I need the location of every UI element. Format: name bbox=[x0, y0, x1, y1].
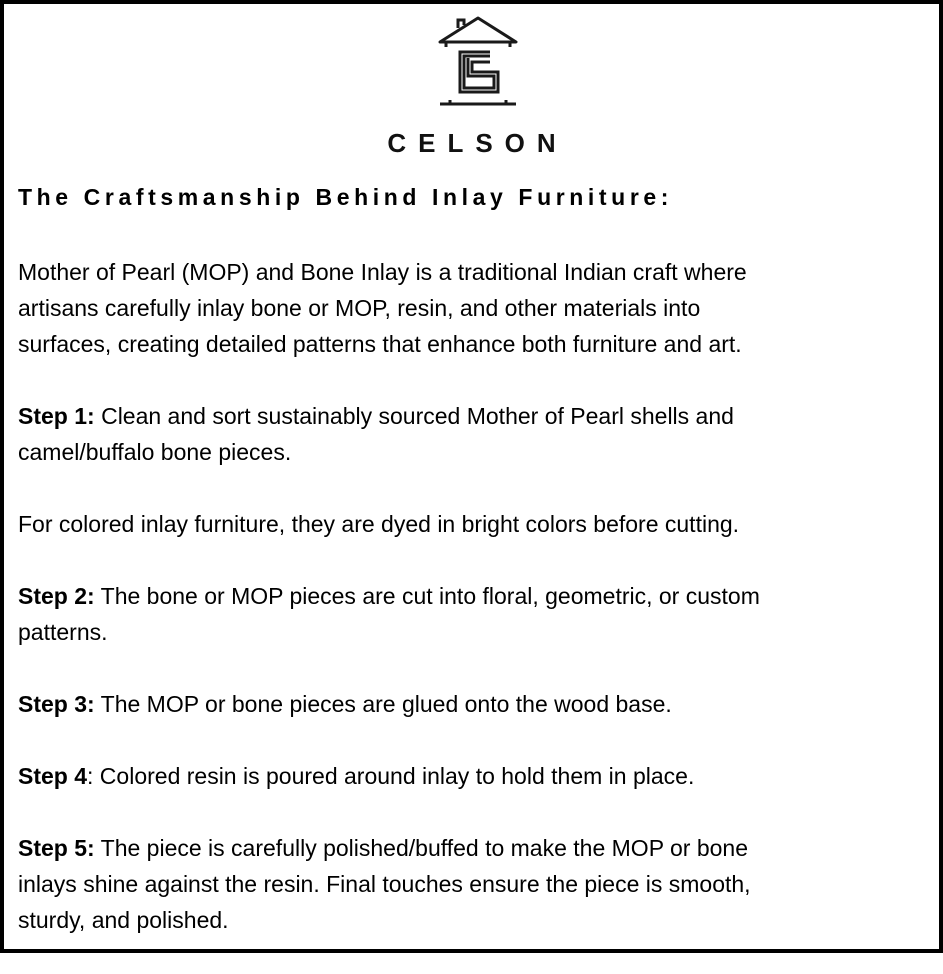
house-c-logo-icon bbox=[438, 16, 518, 106]
step-label: Step 1: bbox=[18, 403, 95, 429]
text-line: surfaces, creating detailed patterns tha… bbox=[18, 326, 760, 362]
document-body: Mother of Pearl (MOP) and Bone Inlay is … bbox=[18, 254, 760, 974]
text-content: Mother of Pearl (MOP) and Bone Inlay is … bbox=[18, 259, 747, 285]
brand-name: CELSON bbox=[387, 128, 568, 158]
text-content: Clean and sort sustainably sourced Mothe… bbox=[94, 403, 734, 429]
step-label: Step 5: bbox=[18, 835, 95, 861]
text-line: Step 1: Clean and sort sustainably sourc… bbox=[18, 398, 760, 434]
step-label: Step 4 bbox=[18, 763, 88, 789]
text-line: patterns. bbox=[18, 614, 760, 650]
text-line: Step 3: The MOP or bone pieces are glued… bbox=[18, 686, 760, 722]
step-paragraph: Step 2: The bone or MOP pieces are cut i… bbox=[18, 578, 760, 650]
text-content: inlays shine against the resin. Final to… bbox=[18, 871, 751, 897]
step-paragraph: Step 3: The MOP or bone pieces are glued… bbox=[18, 686, 760, 722]
text-line: For colored inlay furniture, they are dy… bbox=[18, 506, 760, 542]
text-line: Step 4: Colored resin is poured around i… bbox=[18, 758, 760, 794]
paragraph: For colored inlay furniture, they are dy… bbox=[18, 506, 760, 542]
step-paragraph: Step 1: Clean and sort sustainably sourc… bbox=[18, 398, 760, 470]
page-heading: The Craftsmanship Behind Inlay Furniture… bbox=[18, 184, 674, 210]
text-line: camel/buffalo bone pieces. bbox=[18, 434, 760, 470]
text-content: The piece is carefully polished/buffed t… bbox=[94, 835, 749, 861]
step-label: Step 2: bbox=[18, 583, 95, 609]
text-content: : Colored resin is poured around inlay t… bbox=[87, 763, 695, 789]
step-label: Step 3: bbox=[18, 691, 95, 717]
text-line: artisans carefully inlay bone or MOP, re… bbox=[18, 290, 760, 326]
text-line: sturdy, and polished. bbox=[18, 902, 760, 938]
text-line: inlays shine against the resin. Final to… bbox=[18, 866, 760, 902]
text-content: For colored inlay furniture, they are dy… bbox=[18, 511, 740, 537]
text-line: Step 5: The piece is carefully polished/… bbox=[18, 830, 760, 866]
text-line: Step 2: The bone or MOP pieces are cut i… bbox=[18, 578, 760, 614]
step-paragraph: Step 4: Colored resin is poured around i… bbox=[18, 758, 760, 794]
step-paragraph: Step 5: The piece is carefully polished/… bbox=[18, 830, 760, 938]
text-content: artisans carefully inlay bone or MOP, re… bbox=[18, 295, 701, 321]
text-content: surfaces, creating detailed patterns tha… bbox=[18, 331, 742, 357]
text-content: patterns. bbox=[18, 619, 108, 645]
document-frame: CELSON The Craftsmanship Behind Inlay Fu… bbox=[0, 0, 943, 953]
paragraph: Mother of Pearl (MOP) and Bone Inlay is … bbox=[18, 254, 760, 362]
text-content: The bone or MOP pieces are cut into flor… bbox=[94, 583, 760, 609]
text-content: sturdy, and polished. bbox=[18, 907, 229, 933]
text-line: Mother of Pearl (MOP) and Bone Inlay is … bbox=[18, 254, 760, 290]
text-content: camel/buffalo bone pieces. bbox=[18, 439, 292, 465]
text-content: The MOP or bone pieces are glued onto th… bbox=[94, 691, 672, 717]
